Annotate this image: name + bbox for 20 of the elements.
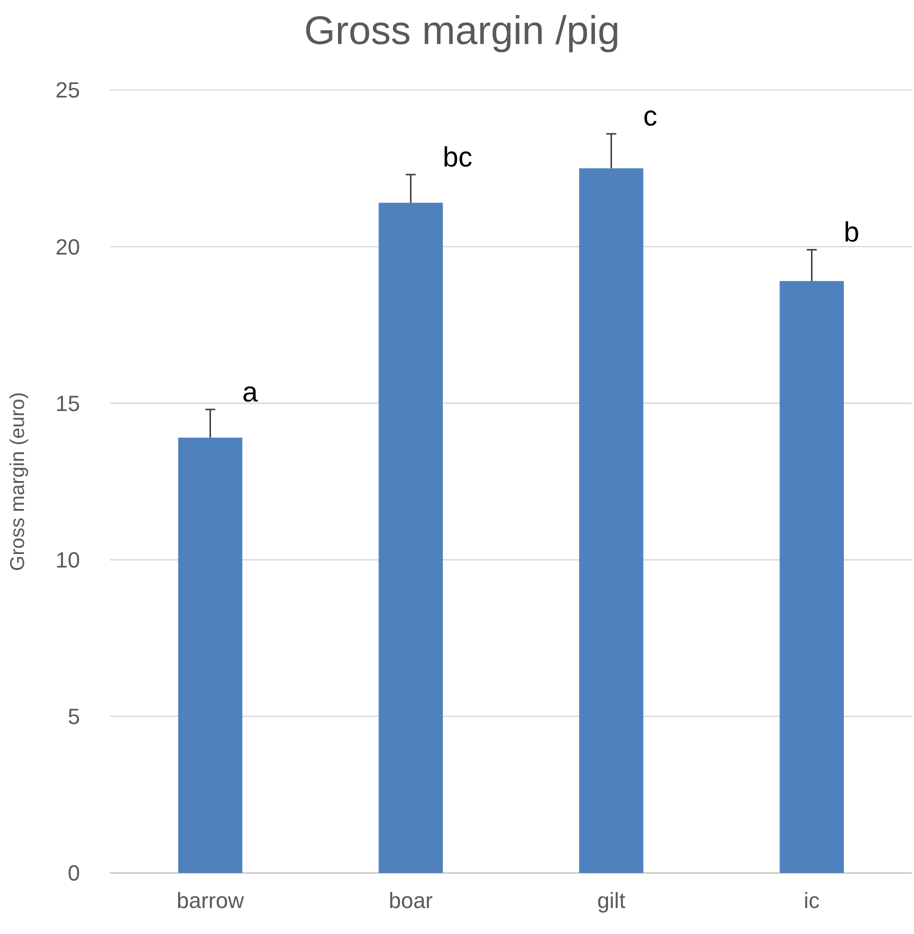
y-tick-label: 10 [56,548,80,572]
x-tick-label: boar [388,888,433,913]
bar [780,281,844,873]
bar [378,202,443,873]
annotation: b [844,216,860,248]
x-tick-label: ic [804,888,820,913]
y-axis-title: Gross margin (euro) [7,392,29,571]
chart-title: Gross margin /pig [304,9,620,53]
x-tick-label: barrow [176,888,244,913]
annotation: c [643,100,658,132]
annotation: bc [442,141,472,172]
y-tick-label: 20 [56,234,80,260]
y-tick-label: 25 [56,78,80,103]
bar [178,438,242,873]
bar [579,168,644,873]
y-tick-label: 0 [68,860,80,886]
x-tick-label: gilt [597,888,626,913]
annotation: a [242,376,258,408]
y-tick-label: 15 [56,390,80,416]
y-tick-label: 5 [68,704,80,730]
